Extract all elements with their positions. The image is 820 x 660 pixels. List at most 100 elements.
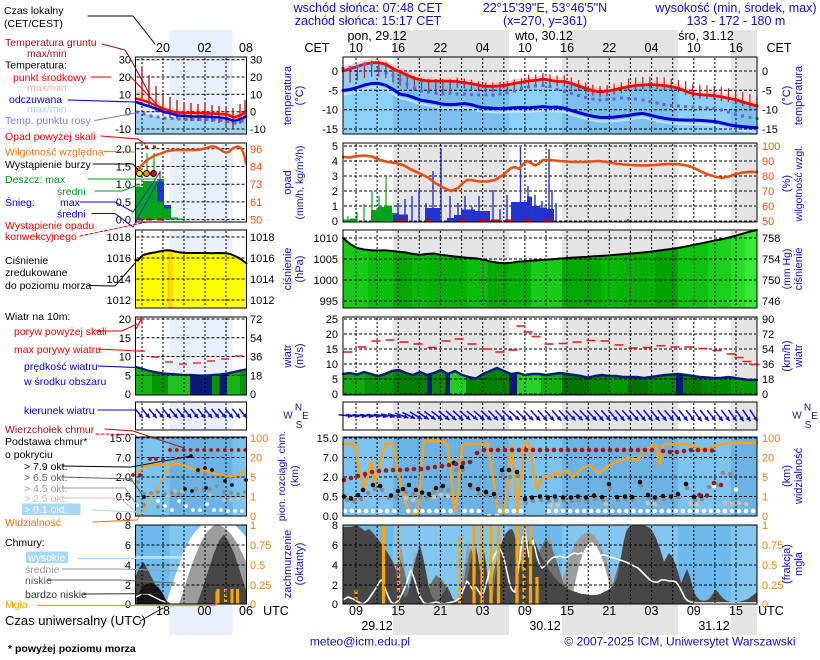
svg-text:(mm/h, kg/m²/h): (mm/h, kg/m²/h) bbox=[294, 145, 306, 219]
svg-text:20: 20 bbox=[326, 329, 338, 341]
svg-text:31.12: 31.12 bbox=[698, 619, 729, 633]
svg-text:3: 3 bbox=[332, 171, 338, 183]
svg-text:ciśnienie: ciśnienie bbox=[793, 248, 805, 291]
svg-text:Wystąpienie burzy: Wystąpienie burzy bbox=[5, 159, 91, 171]
svg-text:opad: opad bbox=[282, 170, 294, 194]
svg-text:18: 18 bbox=[156, 604, 170, 618]
svg-text:4: 4 bbox=[125, 560, 131, 572]
svg-text:1018: 1018 bbox=[107, 232, 131, 244]
svg-text:16: 16 bbox=[560, 41, 574, 55]
svg-text:1: 1 bbox=[762, 492, 768, 504]
svg-text:pon, 29.12: pon, 29.12 bbox=[347, 29, 406, 43]
svg-text:Czas lokalny: Czas lokalny bbox=[4, 5, 64, 17]
svg-text:15.0: 15.0 bbox=[317, 433, 338, 445]
svg-text:średni: średni bbox=[57, 186, 86, 198]
svg-text:-15: -15 bbox=[762, 124, 778, 136]
svg-text:pion. rozciągł. chm.: pion. rozciągł. chm. bbox=[276, 431, 288, 521]
svg-text:max/min: max/min bbox=[27, 82, 67, 94]
svg-text:1014: 1014 bbox=[107, 274, 131, 286]
svg-text:2.0: 2.0 bbox=[116, 472, 131, 484]
svg-text:4: 4 bbox=[332, 560, 338, 572]
svg-text:(km): (km) bbox=[289, 466, 301, 487]
svg-text:wysokie: wysokie bbox=[27, 552, 66, 564]
svg-text:Wilgotność względna: Wilgotność względna bbox=[5, 147, 104, 159]
svg-text:133 - 172 - 180 m: 133 - 172 - 180 m bbox=[687, 14, 786, 28]
svg-text:22°15'39"E, 53°46'5"N: 22°15'39"E, 53°46'5"N bbox=[483, 1, 607, 15]
svg-text:-10: -10 bbox=[250, 124, 266, 136]
svg-text:10: 10 bbox=[518, 41, 532, 55]
svg-text:22: 22 bbox=[602, 41, 616, 55]
svg-text:758: 758 bbox=[762, 233, 780, 245]
svg-text:18: 18 bbox=[250, 370, 262, 382]
svg-text:750: 750 bbox=[762, 275, 780, 287]
svg-text:30: 30 bbox=[119, 55, 131, 67]
svg-text:2: 2 bbox=[332, 186, 338, 198]
svg-text:61: 61 bbox=[250, 197, 262, 209]
svg-text:1005: 1005 bbox=[314, 254, 338, 266]
svg-text:1014: 1014 bbox=[250, 274, 274, 286]
svg-text:max/min: max/min bbox=[27, 104, 67, 116]
svg-text:02: 02 bbox=[198, 41, 212, 55]
svg-text:(m/s): (m/s) bbox=[294, 343, 306, 368]
svg-text:bardzo niskie: bardzo niskie bbox=[25, 589, 87, 601]
svg-text:15: 15 bbox=[391, 604, 405, 618]
svg-text:54: 54 bbox=[250, 333, 262, 345]
svg-text:© 2007-2025 ICM, Uniwersytet W: © 2007-2025 ICM, Uniwersytet Warszawski bbox=[564, 635, 795, 649]
svg-text:15: 15 bbox=[326, 344, 338, 356]
svg-text:UTC: UTC bbox=[758, 604, 784, 618]
svg-text:16: 16 bbox=[391, 41, 405, 55]
svg-text:Ciśnienie: Ciśnienie bbox=[5, 255, 48, 267]
svg-text:średnie: średnie bbox=[25, 564, 60, 576]
svg-text:0: 0 bbox=[125, 107, 131, 119]
svg-text:(km): (km) bbox=[781, 465, 793, 487]
svg-text:09: 09 bbox=[518, 604, 532, 618]
svg-text:1: 1 bbox=[250, 520, 256, 532]
svg-text:1000: 1000 bbox=[314, 275, 338, 287]
svg-text:niskie: niskie bbox=[25, 575, 52, 587]
svg-text:36: 36 bbox=[250, 352, 262, 364]
svg-text:Wierzchołek chmur: Wierzchołek chmur bbox=[5, 424, 95, 436]
svg-text:54: 54 bbox=[762, 344, 774, 356]
svg-text:(km/h): (km/h) bbox=[781, 340, 793, 371]
svg-text:mgła: mgła bbox=[793, 551, 805, 576]
svg-text:o pokryciu: o pokryciu bbox=[5, 449, 53, 461]
svg-text:1.5: 1.5 bbox=[116, 162, 131, 174]
svg-text:80: 80 bbox=[762, 171, 774, 183]
svg-text:1012: 1012 bbox=[107, 295, 131, 307]
svg-text:N: N bbox=[804, 402, 811, 413]
svg-text:max porywy wiatru: max porywy wiatru bbox=[14, 344, 101, 356]
svg-text:5: 5 bbox=[332, 141, 338, 153]
svg-text:wilgotność wzgl.: wilgotność wzgl. bbox=[793, 146, 805, 223]
svg-text:0.5: 0.5 bbox=[250, 560, 265, 572]
svg-text:0.5: 0.5 bbox=[762, 560, 777, 572]
svg-text:0: 0 bbox=[332, 216, 338, 228]
svg-text:temperatura: temperatura bbox=[282, 65, 294, 125]
svg-text:72: 72 bbox=[762, 329, 774, 341]
svg-text:> 2.5 okt.: > 2.5 okt. bbox=[24, 493, 68, 505]
svg-text:Opad powyżej skali: Opad powyżej skali bbox=[5, 131, 95, 143]
svg-text:100: 100 bbox=[250, 433, 268, 445]
svg-text:Chmury:: Chmury: bbox=[5, 537, 45, 549]
svg-text:10: 10 bbox=[687, 41, 701, 55]
svg-text:04: 04 bbox=[645, 41, 659, 55]
svg-text:> 4.5 okt.: > 4.5 okt. bbox=[24, 483, 68, 495]
svg-text:CET: CET bbox=[767, 41, 792, 55]
svg-text:Deszcz: max: Deszcz: max bbox=[5, 174, 66, 186]
svg-text:08: 08 bbox=[239, 41, 253, 55]
svg-text:100: 100 bbox=[762, 141, 780, 153]
svg-text:29.12: 29.12 bbox=[361, 619, 392, 633]
svg-text:Widzialność: Widzialność bbox=[5, 517, 61, 529]
svg-text:do poziomu morza: do poziomu morza bbox=[5, 280, 92, 292]
svg-text:(hPa): (hPa) bbox=[294, 256, 306, 283]
svg-text:-10: -10 bbox=[322, 105, 338, 117]
svg-text:wto, 30.12: wto, 30.12 bbox=[514, 29, 573, 43]
svg-text:punkt środkowy: punkt środkowy bbox=[13, 72, 87, 84]
svg-text:21: 21 bbox=[602, 604, 616, 618]
svg-text:0: 0 bbox=[762, 511, 768, 523]
svg-text:50: 50 bbox=[762, 216, 774, 228]
svg-text:10: 10 bbox=[119, 352, 131, 364]
svg-text:20: 20 bbox=[119, 72, 131, 84]
svg-text:10: 10 bbox=[349, 41, 363, 55]
svg-text:30.12: 30.12 bbox=[529, 619, 560, 633]
svg-text:10: 10 bbox=[326, 359, 338, 371]
